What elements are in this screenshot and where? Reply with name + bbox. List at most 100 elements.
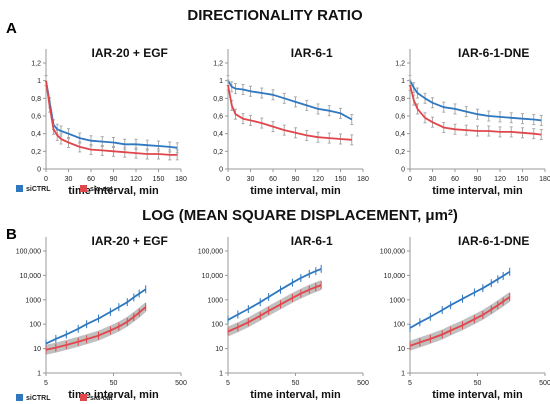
x-tick-label: 30 — [247, 176, 255, 183]
x-tick-label: 0 — [226, 176, 230, 183]
y-tick-label: 0,6 — [213, 114, 223, 121]
legend-swatch-b-2 — [80, 394, 87, 401]
series-line-1 — [409, 80, 542, 122]
y-tick-label: 1,2 — [395, 61, 405, 68]
legend-label-a-2: siα-cat — [90, 186, 113, 193]
x-tick-label: 5 — [226, 380, 230, 387]
x-tick-label: 500 — [175, 380, 187, 387]
y-tick-label: 0,8 — [31, 96, 41, 103]
x-tick-label: 500 — [357, 380, 369, 387]
chart-1: IAR-20 + EGF 0 0,2 0,4 0,6 0,8 1 1,2 0 30 60 90 120 1… — [31, 46, 187, 197]
panel-a-label: A — [6, 20, 17, 37]
y-tick-label: 1 — [37, 371, 41, 378]
legend-label-b-1: siCTRL — [26, 395, 51, 402]
legends: siCTRL siα-cat siCTRL siα-cat — [16, 185, 113, 402]
x-tick-label: 5 — [408, 380, 412, 387]
y-tick-label: 1000 — [207, 297, 223, 304]
y-tick-label: 100 — [29, 322, 41, 329]
y-tick-label: 0,2 — [395, 149, 405, 156]
y-tick-label: 0,4 — [31, 131, 41, 138]
series-line-1 — [227, 80, 353, 121]
y-tick-label: 1,2 — [213, 61, 223, 68]
x-tick-label: 150 — [517, 176, 529, 183]
y-tick-label: 1 — [401, 78, 405, 85]
y-tick-label: 10 — [397, 346, 405, 353]
y-tick-label: 1 — [401, 371, 405, 378]
y-tick-label: 1 — [219, 371, 223, 378]
chart-title: IAR-20 + EGF — [92, 234, 168, 248]
x-tick-label: 5 — [44, 380, 48, 387]
legend-label-a-1: siCTRL — [26, 186, 51, 193]
x-axis-label: time interval, min — [68, 389, 159, 401]
chart-title: IAR-6-1 — [291, 46, 333, 60]
y-tick-label: 10,000 — [20, 273, 42, 280]
legend-swatch-a-2 — [80, 185, 87, 192]
chart-2: IAR-6-1 0 0,2 0,4 0,6 0,8 1 1,2 0 30 60 90 120 150 180… — [213, 46, 369, 197]
y-tick-label: 1000 — [25, 297, 41, 304]
x-tick-label: 30 — [429, 176, 437, 183]
x-tick-label: 120 — [494, 176, 506, 183]
y-tick-label: 0,2 — [213, 149, 223, 156]
x-axis-label: time interval, min — [68, 185, 159, 197]
panel-b-label: B — [6, 226, 17, 243]
x-tick-label: 150 — [335, 176, 347, 183]
x-tick-label: 90 — [474, 176, 482, 183]
chart-6: IAR-6-1-DNE 1 10 100 1000 10,000 100,000 5 50 500… — [380, 234, 550, 401]
chart-title: IAR-20 + EGF — [92, 46, 168, 60]
x-axis-label: time interval, min — [250, 185, 341, 197]
y-tick-label: 0,8 — [395, 96, 405, 103]
x-tick-label: 0 — [408, 176, 412, 183]
series-band-2 — [46, 302, 146, 355]
y-tick-label: 10 — [33, 346, 41, 353]
x-tick-label: 30 — [65, 176, 73, 183]
x-tick-label: 180 — [175, 176, 187, 183]
x-tick-label: 150 — [153, 176, 165, 183]
y-tick-label: 100,000 — [198, 249, 223, 256]
chart-4: IAR-20 + EGF 1 10 100 1000 10,000 100,000 5 50 50… — [16, 234, 187, 401]
series-line-2 — [409, 84, 542, 136]
x-tick-label: 180 — [539, 176, 550, 183]
x-tick-label: 90 — [110, 176, 118, 183]
y-tick-label: 10,000 — [202, 273, 224, 280]
y-tick-label: 0,4 — [395, 131, 405, 138]
chart-title: IAR-6-1-DNE — [458, 46, 529, 60]
y-tick-label: 1 — [219, 78, 223, 85]
y-tick-label: 0,2 — [31, 149, 41, 156]
y-tick-label: 0 — [37, 167, 41, 174]
y-tick-label: 10 — [215, 346, 223, 353]
series-line-2 — [45, 80, 178, 156]
y-tick-label: 0,6 — [395, 114, 405, 121]
legend-swatch-b-1 — [16, 394, 23, 401]
y-tick-label: 0 — [401, 167, 405, 174]
y-tick-label: 1,2 — [31, 61, 41, 68]
y-tick-label: 0,8 — [213, 96, 223, 103]
series-line-1 — [45, 288, 147, 345]
chart-title: IAR-6-1-DNE — [458, 234, 529, 248]
chart-3: IAR-6-1-DNE 0 0,2 0,4 0,6 0,8 1 1,2 0 30 60 90 120 15… — [395, 46, 550, 197]
x-tick-label: 60 — [451, 176, 459, 183]
x-axis-label: time interval, min — [250, 389, 341, 401]
y-tick-label: 100,000 — [16, 249, 41, 256]
x-tick-label: 0 — [44, 176, 48, 183]
x-tick-label: 50 — [292, 380, 300, 387]
x-tick-label: 180 — [357, 176, 369, 183]
legend-label-b-2: siα-cat — [90, 395, 113, 402]
chart-title: IAR-6-1 — [291, 234, 333, 248]
panel-a-title: DIRECTIONALITY RATIO — [187, 7, 363, 24]
series-line-1 — [409, 271, 511, 329]
y-tick-label: 1 — [37, 78, 41, 85]
panel-b-title: LOG (MEAN SQUARE DISPLACEMENT, μm²) — [142, 207, 458, 224]
x-axis-label: time interval, min — [432, 389, 523, 401]
y-tick-label: 100 — [393, 322, 405, 329]
y-tick-label: 10,000 — [384, 273, 406, 280]
y-tick-label: 100,000 — [380, 249, 405, 256]
series-line-2 — [227, 284, 322, 333]
chart-5: IAR-6-1 1 10 100 1000 10,000 100,000 5 50 500 time… — [198, 234, 369, 401]
series-line-1 — [227, 268, 322, 321]
x-tick-label: 50 — [110, 380, 118, 387]
series-line-2 — [45, 306, 147, 351]
y-tick-label: 0 — [219, 167, 223, 174]
x-tick-label: 50 — [474, 380, 482, 387]
series-band-2 — [410, 292, 510, 351]
y-tick-label: 1000 — [389, 297, 405, 304]
